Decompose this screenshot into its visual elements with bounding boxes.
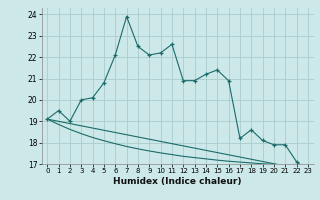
X-axis label: Humidex (Indice chaleur): Humidex (Indice chaleur)	[113, 177, 242, 186]
